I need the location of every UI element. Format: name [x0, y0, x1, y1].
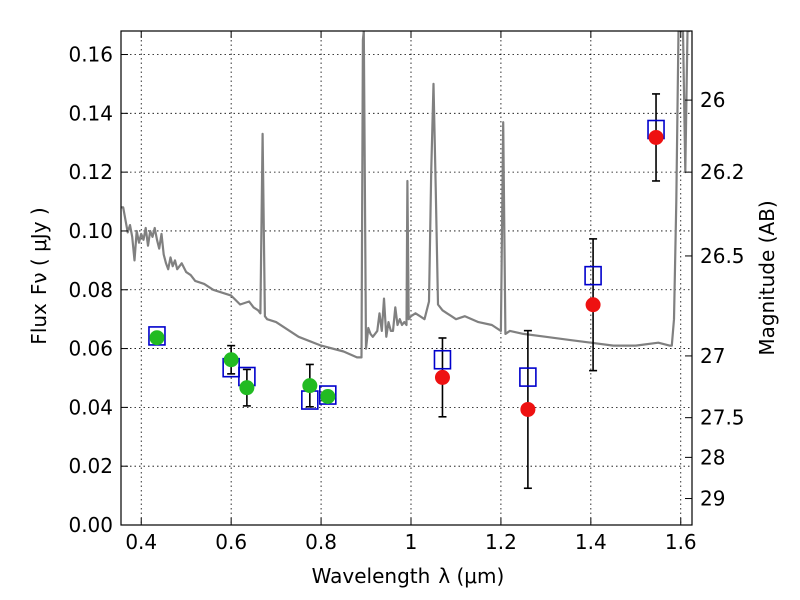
sed-line	[121, 31, 690, 359]
photometry-point	[302, 378, 318, 394]
y2-tick-label: 27	[700, 344, 725, 368]
y2-tick-label: 28	[700, 445, 725, 469]
photometry-point	[320, 389, 336, 405]
photometry-point	[434, 369, 450, 385]
x-tick-label: 1	[405, 530, 418, 554]
model-photometry-point	[319, 385, 337, 405]
y-tick-label: 0.14	[68, 101, 113, 125]
photometry-point	[520, 401, 536, 417]
x-tick-label: 0.6	[215, 530, 247, 554]
x-axis-title: Wavelength λ (μm)	[312, 564, 505, 588]
model-photometry-point	[433, 349, 452, 370]
y2-tick-label: 27.5	[700, 406, 745, 430]
model-sed-curve	[121, 31, 690, 359]
x-tick-label: 1.4	[575, 530, 607, 554]
y-tick-label: 0.12	[68, 160, 113, 184]
x-tick-label: 1.6	[665, 530, 697, 554]
model-photometry-point	[584, 265, 602, 286]
model-photometry-point	[519, 367, 537, 387]
y2-tick-label: 29	[700, 487, 725, 511]
y-tick-label: 0.02	[68, 454, 113, 478]
photometry-point	[149, 330, 165, 346]
y2-tick-label: 26	[700, 88, 725, 112]
y-tick-label: 0.16	[68, 43, 113, 67]
y-tick-label: 0.10	[68, 219, 113, 243]
photometry-points	[149, 129, 664, 417]
y-axis-title: FluxFν ( μJy )	[27, 207, 51, 344]
y2-tick-label: 26.2	[700, 160, 745, 184]
photometry-point	[585, 297, 601, 313]
y-tick-label: 0.06	[68, 337, 113, 361]
photometry-point	[648, 129, 664, 145]
y-tick-label: 0.04	[68, 395, 113, 419]
x-tick-label: 1.2	[485, 530, 517, 554]
photometry-point	[223, 352, 239, 368]
tick-labels: 0.4 0.6 0.8 1 1.2 1.4 1.6 0.00 0.02 0.04 0.06 0.08 0…	[68, 43, 744, 554]
photometry-point	[239, 380, 255, 396]
y2-axis-title: Magnitude (AB)	[755, 200, 779, 355]
x-tick-label: 0.4	[125, 530, 157, 554]
plot-frame	[120, 30, 693, 526]
y-tick-label: 0.00	[68, 513, 113, 537]
axis-ticks	[121, 31, 692, 526]
y-tick-label: 0.08	[68, 278, 113, 302]
y2-tick-label: 26.5	[700, 244, 745, 268]
x-tick-label: 0.8	[305, 530, 337, 554]
